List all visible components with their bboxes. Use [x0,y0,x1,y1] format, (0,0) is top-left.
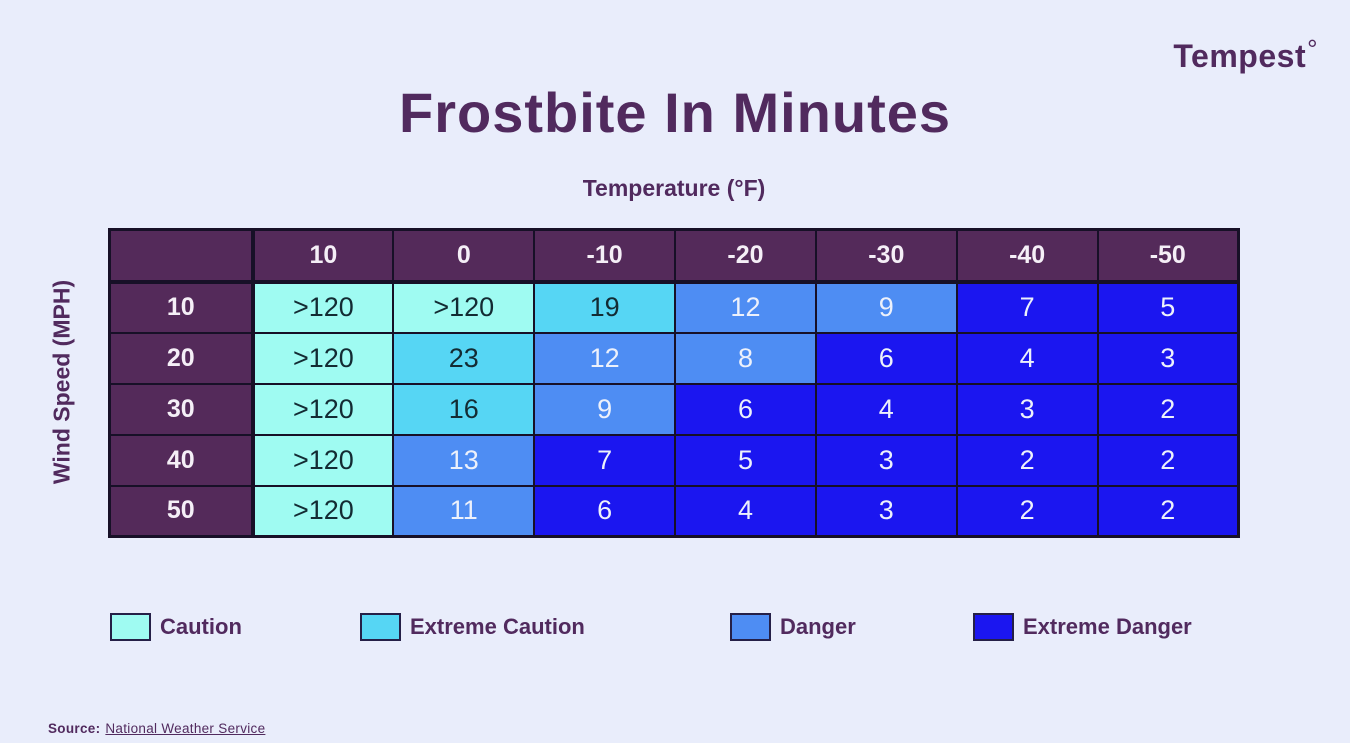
tempest-logo: Tempest° [1173,34,1318,75]
table-row: 30 >120 16 9 6 4 3 2 [108,382,1240,436]
legend-label: Extreme Caution [410,614,585,639]
table-cell: >120 [251,280,395,334]
degree-mark-icon: ° [1307,34,1318,64]
table-cell: 8 [674,331,817,385]
table-cell: >120 [251,382,395,436]
source-link[interactable]: National Weather Service [105,721,266,736]
legend-swatch [973,613,1014,641]
table-cell: 3 [814,433,958,487]
table-cell: 2 [1096,484,1240,538]
table-cell: 12 [533,331,677,385]
row-header: 20 [108,331,255,385]
table-cell: 5 [674,433,817,487]
table-cell: 11 [392,484,536,538]
frostbite-heatmap-table: 10 0 -10 -20 -30 -40 -50 10 >120 >120 19 12 9 7 5 20 >1… [108,228,1240,538]
column-header: -50 [1096,228,1240,284]
table-cell: 3 [1096,331,1240,385]
legend-swatch [730,613,771,641]
legend-item-extreme_caution: Extreme Caution [360,613,585,641]
row-header: 40 [108,433,255,487]
table-cell: 9 [814,280,958,334]
source-line: Source: National Weather Service [48,721,265,736]
table-cell: 12 [674,280,817,334]
table-cell: 7 [533,433,677,487]
table-cell: 23 [392,331,536,385]
table-cell: 4 [814,382,958,436]
table-cell: 3 [814,484,958,538]
legend: Caution Extreme Caution Danger Extreme Dang… [0,613,1350,647]
column-header: -30 [814,228,958,284]
column-header: 0 [392,228,536,284]
table-cell: 2 [955,433,1099,487]
table-header-row: 10 0 -10 -20 -30 -40 -50 [108,228,1240,284]
table-cell: 2 [1096,433,1240,487]
table-cell: 6 [814,331,958,385]
page-title: Frostbite In Minutes [399,81,951,144]
table-cell: >120 [392,280,536,334]
corner-cell [108,228,255,284]
table-cell: 16 [392,382,536,436]
table-row: 40 >120 13 7 5 3 2 2 [108,433,1240,487]
table-cell: >120 [251,484,395,538]
legend-item-extreme_danger: Extreme Danger [973,613,1192,641]
table-cell: 4 [674,484,817,538]
legend-label: Caution [160,614,242,639]
table-cell: >120 [251,433,395,487]
table-cell: 2 [955,484,1099,538]
table-cell: 13 [392,433,536,487]
table-cell: 3 [955,382,1099,436]
temperature-axis-label: Temperature (°F) [582,175,766,201]
column-header: -20 [674,228,817,284]
bottom-strip [0,743,1350,750]
table-cell: 19 [533,280,677,334]
table-row: 10 >120 >120 19 12 9 7 5 [108,280,1240,334]
row-header: 10 [108,280,255,334]
wind-speed-axis-label: Wind Speed (MPH) [48,279,75,485]
table-cell: 6 [674,382,817,436]
source-label: Source: [48,721,101,736]
table-cell: 5 [1096,280,1240,334]
table-cell: 7 [955,280,1099,334]
legend-item-caution: Caution [110,613,242,641]
legend-item-danger: Danger [730,613,856,641]
legend-label: Extreme Danger [1023,614,1192,639]
column-header: -40 [955,228,1099,284]
table-row: 20 >120 23 12 8 6 4 3 [108,331,1240,385]
table-cell: 9 [533,382,677,436]
table-cell: 4 [955,331,1099,385]
legend-swatch [110,613,151,641]
row-header: 30 [108,382,255,436]
column-header: 10 [251,228,395,284]
table-cell: >120 [251,331,395,385]
legend-swatch [360,613,401,641]
table-row: 50 >120 11 6 4 3 2 2 [108,484,1240,538]
table-cell: 2 [1096,382,1240,436]
row-header: 50 [108,484,255,538]
column-header: -10 [533,228,677,284]
legend-label: Danger [780,614,856,639]
table-cell: 6 [533,484,677,538]
tempest-logo-text: Tempest [1173,38,1307,74]
